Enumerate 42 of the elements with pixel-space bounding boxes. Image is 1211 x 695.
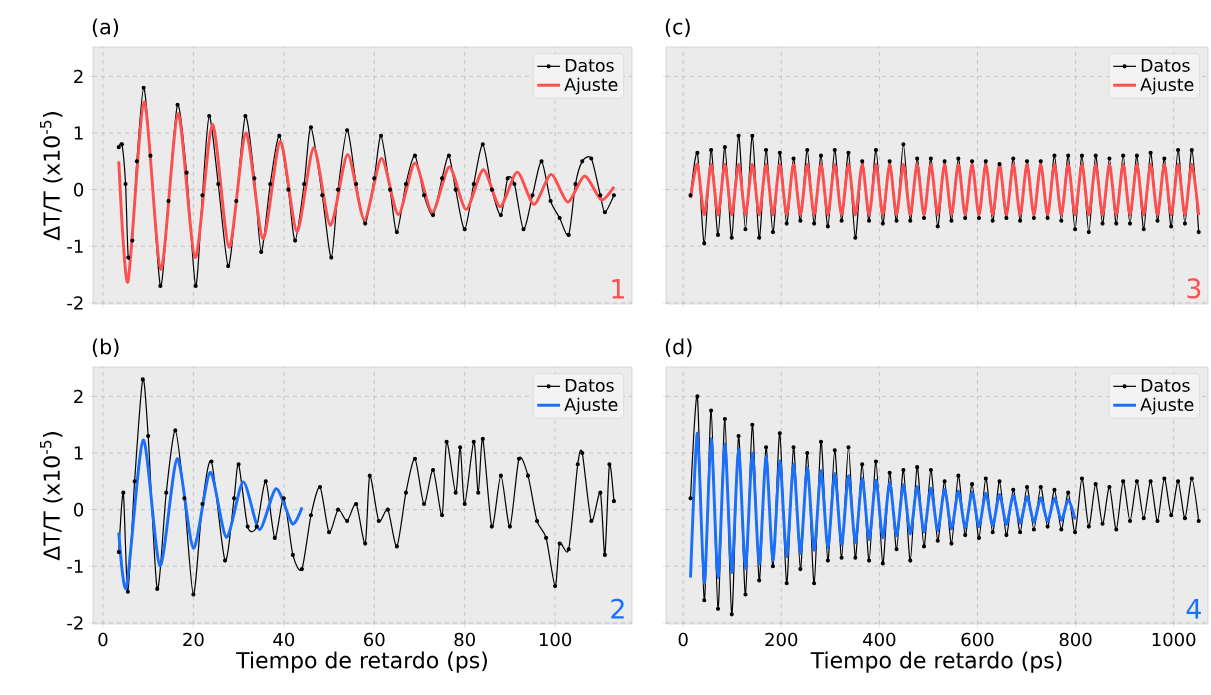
chart-title: (b)	[92, 338, 119, 357]
legend-label: Datos	[1141, 379, 1190, 392]
x-tick-label: 200	[765, 632, 798, 647]
x-tick-label: 400	[863, 632, 896, 647]
y-tick-label: -1	[67, 559, 83, 573]
x-tick-label: 40	[273, 632, 295, 647]
y-tick-label: 1	[74, 446, 83, 460]
chart-title: (d)	[665, 338, 692, 357]
legend-label: Ajuste	[564, 77, 618, 95]
x-axis-title: Tiempo de retardo (ps)	[810, 651, 1062, 673]
x-tick-label: 20	[183, 632, 204, 647]
y-axis-title: ΔT/T (x10$^{-5}$)	[40, 432, 63, 561]
annotation: 2	[611, 598, 624, 619]
x-tick-label: 800	[1059, 632, 1092, 647]
y-tick-label: -2	[67, 616, 83, 630]
y-tick-label: 2	[74, 69, 83, 84]
y-axis-title: ΔT/T (x10$^{-5}$)	[40, 112, 63, 241]
annotation: 1	[612, 279, 624, 299]
legend-label: Datos	[565, 379, 614, 392]
annotation: 3	[1187, 278, 1201, 299]
y-tick-label: 2	[74, 389, 83, 404]
x-tick-label: 80	[454, 632, 475, 647]
legend-label: Ajuste	[1140, 397, 1194, 415]
x-tick-label: 100	[539, 632, 572, 647]
chart-title: (c)	[665, 18, 690, 37]
x-tick-label: 1000	[1152, 632, 1196, 647]
y-tick-label: -1	[67, 239, 83, 253]
legend-label: Ajuste	[1140, 77, 1194, 95]
x-tick-label: 0	[678, 632, 688, 647]
x-tick-label: 0	[98, 632, 108, 647]
x-axis-title: Tiempo de retardo (ps)	[236, 651, 487, 673]
y-tick-label: -2	[67, 296, 83, 310]
chart-title: (a)	[92, 18, 119, 37]
legend-label: Datos	[1141, 59, 1190, 72]
y-tick-label: 0	[74, 502, 84, 517]
y-tick-label: 0	[74, 182, 84, 197]
annotation: 4	[1186, 599, 1201, 619]
y-tick-label: 1	[74, 126, 83, 140]
legend-label: Datos	[565, 59, 614, 72]
x-tick-label: 60	[364, 632, 385, 647]
legend-label: Ajuste	[564, 397, 618, 415]
x-tick-label: 600	[961, 632, 994, 647]
